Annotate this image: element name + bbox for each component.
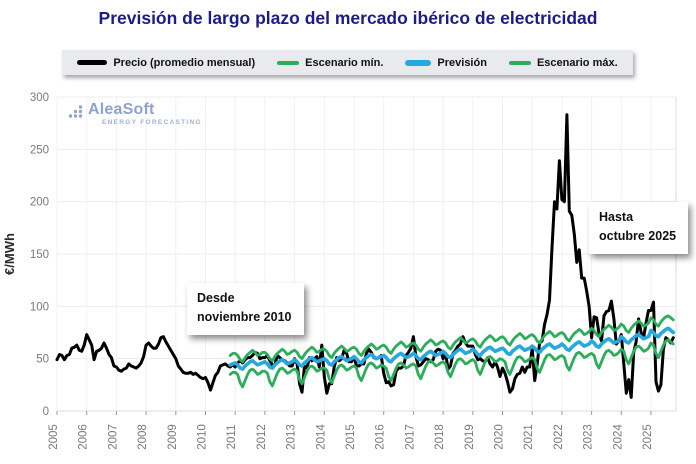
x-axis-tick-label: 2009 [167,424,179,450]
page-title: Previsión de largo plazo del mercado ibé… [98,8,598,28]
y-axis-title: €/MWh [2,233,17,275]
x-axis-tick-label: 2023 [583,424,595,450]
legend-item-precio: Precio (promedio mensual) [77,57,255,69]
x-axis-tick-label: 2019 [464,424,476,450]
precio-line-swatch-icon [77,60,108,65]
escenario-max-line-swatch-icon [508,60,531,65]
annotation-desde-line1: Desde [197,291,235,305]
annotation-hasta-octubre-2025: Hasta octubre 2025 [589,202,689,254]
x-axis-tick-label: 2016 [375,424,387,450]
y-axis-tick-label: 100 [30,301,49,313]
legend-label-escenario-max: Escenario máx. [536,56,618,69]
y-axis-tick-label: 0 [43,406,49,418]
x-axis-tick-label: 2018 [434,424,446,450]
x-axis-tick-label: 2017 [404,424,416,450]
annotation-hasta-line2: octubre 2025 [599,229,677,244]
x-axis-tick-label: 2020 [494,424,506,450]
logo-tagline: ENERGY FORECASTING [102,119,202,126]
annotation-hasta-line1: Hasta [599,210,634,224]
x-axis-tick-label: 2012 [256,424,268,450]
x-axis-tick-label: 2021 [523,424,535,450]
x-axis-tick-label: 2006 [78,424,90,450]
logo-wordmark: AleaSoft [88,101,155,118]
legend-label-precio: Precio (promedio mensual) [113,56,256,69]
legend-label-prevision: Previsión [437,56,487,69]
series-line-escenario-m-n [228,338,675,389]
x-axis-tick-label: 2007 [107,424,119,450]
x-axis-tick-label: 2008 [137,424,149,450]
price-forecast-chart: 0 50 100 150 200 250 300 2005 2006 2007 2008 2009 20… [2,92,677,450]
aleasoft-dots-icon [68,105,83,118]
legend-item-escenario-max: Escenario máx. [508,56,618,69]
escenario-min-line-swatch-icon [277,60,300,65]
legend-item-prevision: Previsión [405,57,487,69]
legend-item-escenario-min: Escenario mín. [277,57,383,69]
x-axis-tick-label: 2015 [345,424,357,450]
x-axis-tick-label: 2024 [612,424,624,450]
x-axis-tick-label: 2022 [553,424,565,450]
x-axis-tick-label: 2025 [642,424,654,450]
y-axis-tick-label: 250 [30,144,49,156]
annotation-desde-noviembre-2010: Desde noviembre 2010 [187,283,304,335]
prevision-line-swatch-icon [405,59,432,66]
y-axis-tick-label: 300 [30,92,49,104]
aleasoft-logo: AleaSoft ENERGY FORECASTING [68,102,202,127]
series-line-previsi-n [228,326,676,371]
y-axis-tick-label: 50 [36,354,49,366]
x-axis-tick-label: 2005 [48,424,60,450]
y-axis-tick-label: 200 [30,197,49,209]
x-axis-tick-label: 2014 [315,424,327,450]
y-axis-tick-label: 150 [30,249,49,261]
x-axis-tick-label: 2011 [226,425,238,450]
x-axis-tick-label: 2013 [286,424,298,450]
series-line-escenario-m-x [228,314,675,364]
x-axis-tick-label: 2010 [197,424,209,450]
legend-label-escenario-min: Escenario mín. [305,56,384,69]
chart-legend: Precio (promedio mensual) Escenario mín.… [62,50,633,75]
annotation-desde-line2: noviembre 2010 [197,310,292,325]
